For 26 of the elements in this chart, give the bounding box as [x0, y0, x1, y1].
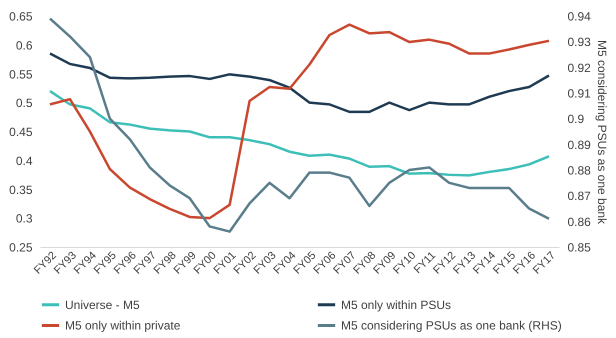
line-series [48, 52, 550, 114]
y-tick-label: 0.65 [9, 10, 33, 24]
y2-tick-label: 0.91 [568, 86, 592, 100]
y2-tick-label: 0.86 [568, 214, 592, 229]
y2-tick-label: 0.94 [568, 10, 592, 24]
legend-label: M5 only within private [65, 318, 181, 332]
y2-tick-label: 0.85 [568, 240, 592, 254]
legend-label: M5 only within PSUs [341, 298, 452, 312]
y-tick-label: 0.6 [16, 38, 33, 52]
y-tick-label: 0.35 [9, 182, 33, 197]
y-tick-label: 0.5 [16, 96, 33, 110]
y2-tick-label: 0.93 [568, 35, 592, 50]
legend-label: Universe - M5 [65, 298, 140, 312]
y2-tick-label: 0.89 [568, 138, 592, 152]
y2-tick-label: 0.9 [568, 112, 585, 126]
y-tick-label: 0.4 [16, 154, 33, 168]
line-series [48, 90, 550, 177]
y2-tick-label: 0.87 [568, 189, 592, 204]
y-tick-label: 0.55 [9, 67, 33, 82]
legend-label: M5 considering PSUs as one bank (RHS) [341, 318, 562, 332]
y-tick-label: 0.45 [9, 125, 33, 139]
y-tick-label: 0.25 [9, 240, 33, 254]
y-tick-label: 0.3 [16, 212, 33, 226]
y2-axis-title: M5 considering PSUs as one bank [594, 40, 609, 226]
y2-tick-label: 0.88 [568, 164, 592, 178]
y2-tick-label: 0.92 [568, 60, 592, 75]
